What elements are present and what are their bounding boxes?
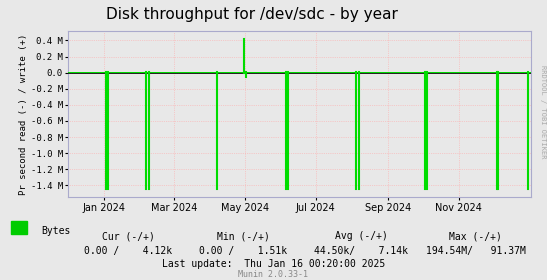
Text: Cur (-/+): Cur (-/+) [102, 231, 155, 241]
Text: Last update:  Thu Jan 16 00:20:00 2025: Last update: Thu Jan 16 00:20:00 2025 [162, 259, 385, 269]
Text: Max (-/+): Max (-/+) [450, 231, 502, 241]
Text: Min (-/+): Min (-/+) [217, 231, 270, 241]
Text: Avg (-/+): Avg (-/+) [335, 231, 387, 241]
Bar [11, 221, 27, 234]
Text: 194.54M/   91.37M: 194.54M/ 91.37M [426, 246, 526, 256]
Y-axis label: Pr second read (-) / write (+): Pr second read (-) / write (+) [19, 34, 28, 195]
Text: 0.00 /    1.51k: 0.00 / 1.51k [199, 246, 288, 256]
Text: Munin 2.0.33-1: Munin 2.0.33-1 [238, 270, 309, 279]
Text: RRDTOOL / TOBI OETIKER: RRDTOOL / TOBI OETIKER [540, 65, 546, 159]
Text: Bytes: Bytes [41, 226, 71, 236]
Text: 0.00 /    4.12k: 0.00 / 4.12k [84, 246, 173, 256]
Text: Disk throughput for /dev/sdc - by year: Disk throughput for /dev/sdc - by year [106, 7, 398, 22]
Text: 44.50k/    7.14k: 44.50k/ 7.14k [314, 246, 408, 256]
